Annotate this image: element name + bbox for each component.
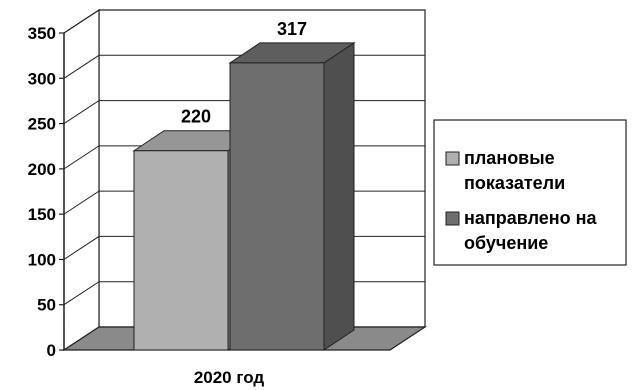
y-axis: 0 50 100 150 200 250 300 350 (28, 24, 65, 360)
side-wall (63, 8, 100, 352)
bars (132, 41, 356, 351)
legend-swatch-planned (445, 151, 460, 166)
bar-side-face (323, 41, 355, 351)
x-category-label: 2020 год (194, 368, 265, 387)
bar-trained (228, 41, 356, 351)
y-tick-label: 0 (47, 341, 56, 360)
legend: плановые показатели направлено на обучен… (433, 119, 627, 266)
y-tick-label: 100 (28, 250, 56, 269)
y-tick-label: 300 (28, 69, 56, 88)
bar-front-face (133, 150, 229, 351)
bar-value-label: 317 (277, 19, 307, 39)
legend-label-trained-line1: направлено на (464, 208, 598, 228)
y-tick-label: 350 (28, 24, 56, 43)
y-tick-label: 50 (37, 296, 56, 315)
legend-label-trained-line2: обучение (464, 233, 548, 253)
legend-label-planned-line2: показатели (464, 173, 565, 193)
gridline (63, 9, 425, 34)
legend-label-planned-line1: плановые (464, 148, 555, 168)
bar-front-face (229, 62, 325, 351)
data-labels: 220 317 (181, 19, 307, 127)
legend-swatch-trained (445, 211, 460, 226)
y-tick-label: 150 (28, 205, 56, 224)
y-tick-label: 250 (28, 115, 56, 134)
bar-value-label: 220 (181, 107, 211, 127)
y-tick-label: 200 (28, 160, 56, 179)
legend-box (433, 119, 627, 266)
